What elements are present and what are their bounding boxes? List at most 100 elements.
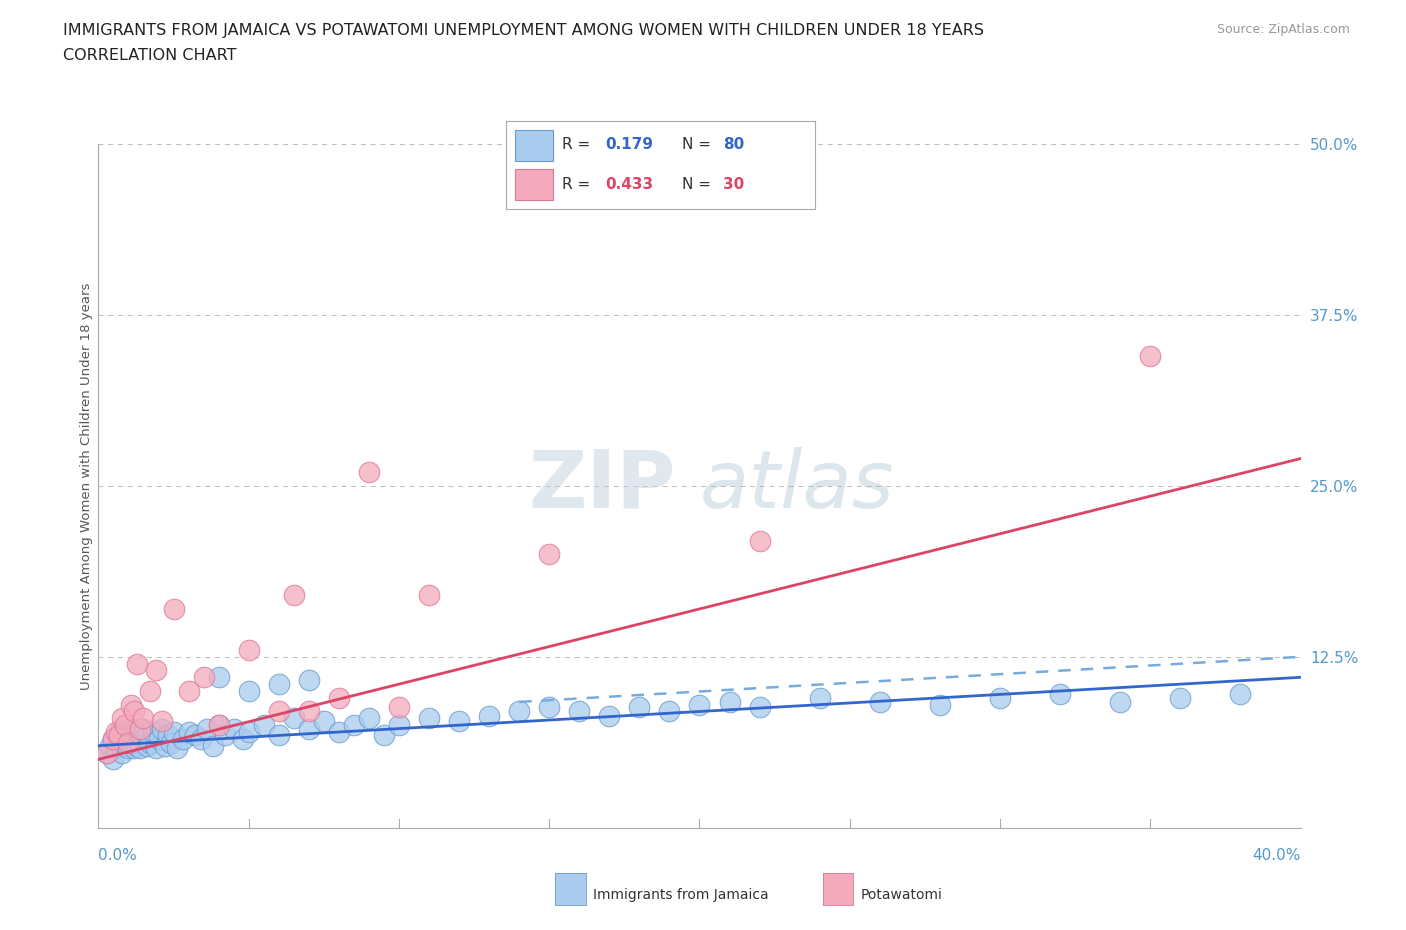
- Point: [328, 690, 350, 705]
- Text: IMMIGRANTS FROM JAMAICA VS POTAWATOMI UNEMPLOYMENT AMONG WOMEN WITH CHILDREN UND: IMMIGRANTS FROM JAMAICA VS POTAWATOMI UN…: [63, 23, 984, 38]
- Point: [190, 731, 212, 746]
- Text: R =: R =: [562, 138, 595, 153]
- Point: [135, 727, 157, 742]
- Point: [598, 708, 620, 723]
- Point: [508, 704, 530, 719]
- Point: [195, 722, 218, 737]
- Point: [267, 704, 290, 719]
- Point: [418, 588, 440, 603]
- Point: [127, 657, 149, 671]
- Text: Immigrants from Jamaica: Immigrants from Jamaica: [593, 887, 769, 902]
- Point: [538, 547, 561, 562]
- Point: [568, 704, 591, 719]
- Point: [283, 588, 305, 603]
- Point: [177, 724, 200, 739]
- Point: [201, 738, 224, 753]
- Point: [150, 713, 173, 728]
- Point: [121, 724, 143, 739]
- Point: [114, 718, 136, 733]
- Point: [929, 698, 952, 712]
- Point: [193, 670, 215, 684]
- Point: [267, 677, 290, 692]
- Point: [388, 718, 411, 733]
- Point: [127, 722, 149, 737]
- Text: ZIP: ZIP: [529, 447, 675, 525]
- Point: [162, 724, 184, 739]
- Point: [208, 718, 231, 733]
- Text: N =: N =: [682, 138, 716, 153]
- Point: [135, 738, 157, 753]
- Point: [689, 698, 711, 712]
- Point: [1139, 349, 1161, 364]
- Point: [628, 700, 651, 715]
- Text: atlas: atlas: [700, 447, 894, 525]
- Point: [103, 751, 125, 766]
- Point: [447, 713, 470, 728]
- Point: [312, 713, 335, 728]
- Point: [208, 670, 231, 684]
- Point: [222, 722, 245, 737]
- Point: [869, 695, 891, 710]
- Point: [117, 741, 139, 756]
- Text: 80: 80: [723, 138, 744, 153]
- Point: [108, 724, 131, 739]
- Point: [156, 727, 179, 742]
- Point: [96, 745, 118, 760]
- Point: [111, 745, 134, 760]
- Point: [132, 722, 155, 737]
- Point: [718, 695, 741, 710]
- Point: [141, 724, 163, 739]
- Point: [214, 727, 236, 742]
- Point: [162, 602, 184, 617]
- Point: [129, 736, 152, 751]
- Point: [988, 690, 1011, 705]
- Point: [138, 684, 160, 698]
- Text: 0.179: 0.179: [605, 138, 654, 153]
- Bar: [516, 130, 553, 161]
- Text: Source: ZipAtlas.com: Source: ZipAtlas.com: [1216, 23, 1350, 36]
- Point: [111, 727, 134, 742]
- Point: [96, 745, 118, 760]
- Point: [1229, 686, 1251, 701]
- Point: [748, 700, 770, 715]
- Point: [153, 738, 176, 753]
- Point: [748, 533, 770, 548]
- Text: 40.0%: 40.0%: [1253, 848, 1301, 863]
- Point: [298, 722, 321, 737]
- Point: [343, 718, 366, 733]
- Point: [148, 731, 170, 746]
- Point: [124, 704, 146, 719]
- Point: [132, 731, 155, 746]
- Point: [121, 698, 143, 712]
- Point: [117, 731, 139, 746]
- Point: [114, 738, 136, 753]
- Text: Potawatomi: Potawatomi: [860, 887, 942, 902]
- Point: [418, 711, 440, 725]
- Point: [253, 718, 276, 733]
- Point: [283, 711, 305, 725]
- Point: [121, 736, 143, 751]
- Text: N =: N =: [682, 177, 716, 192]
- Point: [658, 704, 681, 719]
- Point: [1049, 686, 1071, 701]
- Point: [103, 731, 125, 746]
- Point: [478, 708, 501, 723]
- Y-axis label: Unemployment Among Women with Children Under 18 years: Unemployment Among Women with Children U…: [80, 282, 93, 690]
- Point: [150, 722, 173, 737]
- Point: [127, 738, 149, 753]
- Point: [328, 724, 350, 739]
- Point: [129, 741, 152, 756]
- Point: [114, 722, 136, 737]
- Point: [238, 643, 260, 658]
- Text: R =: R =: [562, 177, 595, 192]
- Point: [105, 724, 128, 739]
- Point: [145, 741, 167, 756]
- Point: [177, 684, 200, 698]
- Point: [1109, 695, 1132, 710]
- Point: [108, 727, 131, 742]
- Bar: [516, 169, 553, 201]
- Point: [129, 722, 152, 737]
- Text: 0.433: 0.433: [605, 177, 654, 192]
- Point: [111, 711, 134, 725]
- Point: [145, 663, 167, 678]
